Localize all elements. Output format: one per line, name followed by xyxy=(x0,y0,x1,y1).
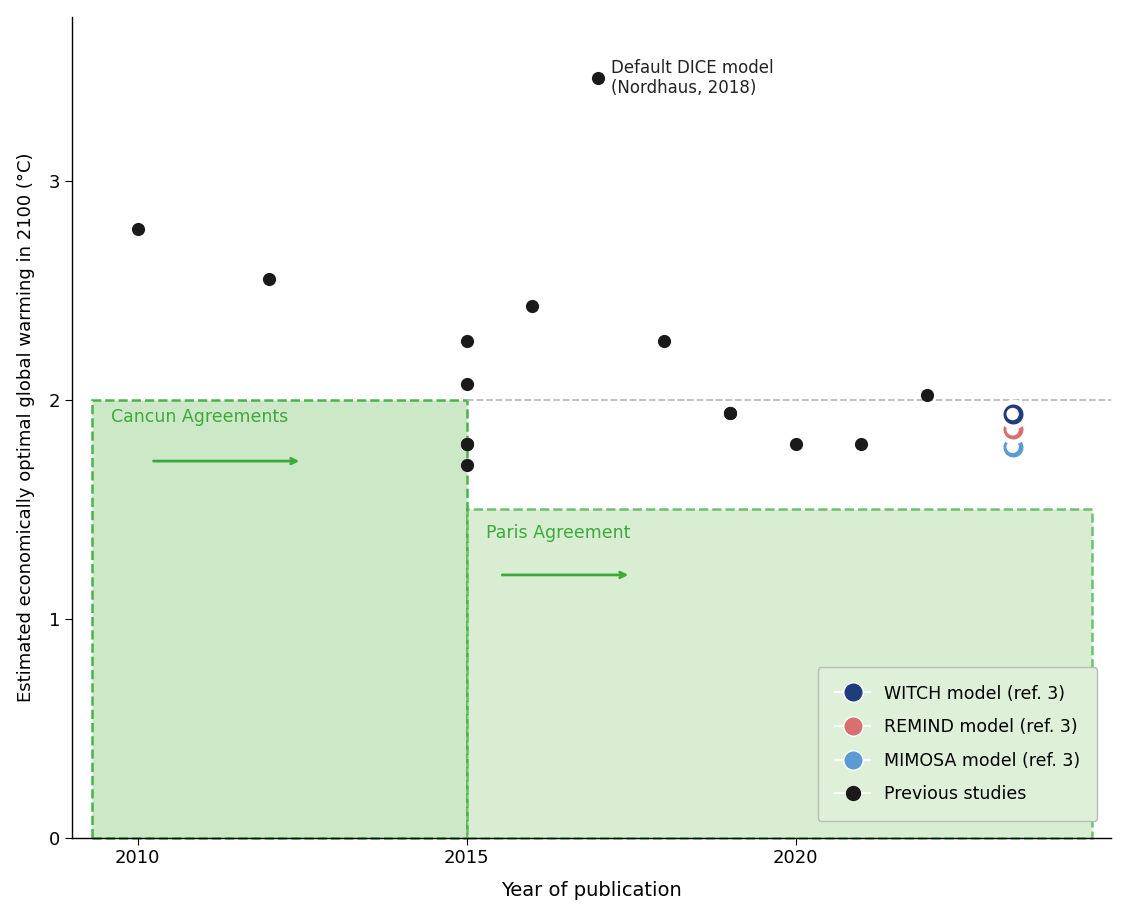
Point xyxy=(786,436,804,451)
Point xyxy=(1004,422,1022,436)
Legend: WITCH model (ref. 3), REMIND model (ref. 3), MIMOSA model (ref. 3), Previous stu: WITCH model (ref. 3), REMIND model (ref.… xyxy=(818,668,1098,821)
Bar xyxy=(91,400,467,837)
Point xyxy=(721,405,739,420)
Text: Cancun Agreements: Cancun Agreements xyxy=(112,408,289,426)
Point xyxy=(458,436,476,451)
Point xyxy=(1004,439,1022,454)
Point xyxy=(655,334,673,348)
Point xyxy=(1004,406,1022,421)
Point xyxy=(458,458,476,473)
Point xyxy=(918,388,936,403)
Point xyxy=(261,272,279,287)
Point xyxy=(458,377,476,392)
Point xyxy=(1004,439,1022,454)
Point xyxy=(458,436,476,451)
Text: Paris Agreement: Paris Agreement xyxy=(486,525,631,542)
X-axis label: Year of publication: Year of publication xyxy=(501,881,682,900)
Y-axis label: Estimated economically optimal global warming in 2100 (°C): Estimated economically optimal global wa… xyxy=(17,152,35,702)
Point xyxy=(458,334,476,348)
Point xyxy=(1004,406,1022,421)
Point xyxy=(523,298,541,313)
Point xyxy=(721,405,739,420)
Point xyxy=(853,436,871,451)
Point xyxy=(1004,422,1022,436)
Point xyxy=(129,222,147,237)
Point xyxy=(589,71,607,85)
Bar xyxy=(467,509,1092,837)
Text: Default DICE model
(Nordhaus, 2018): Default DICE model (Nordhaus, 2018) xyxy=(611,59,774,97)
